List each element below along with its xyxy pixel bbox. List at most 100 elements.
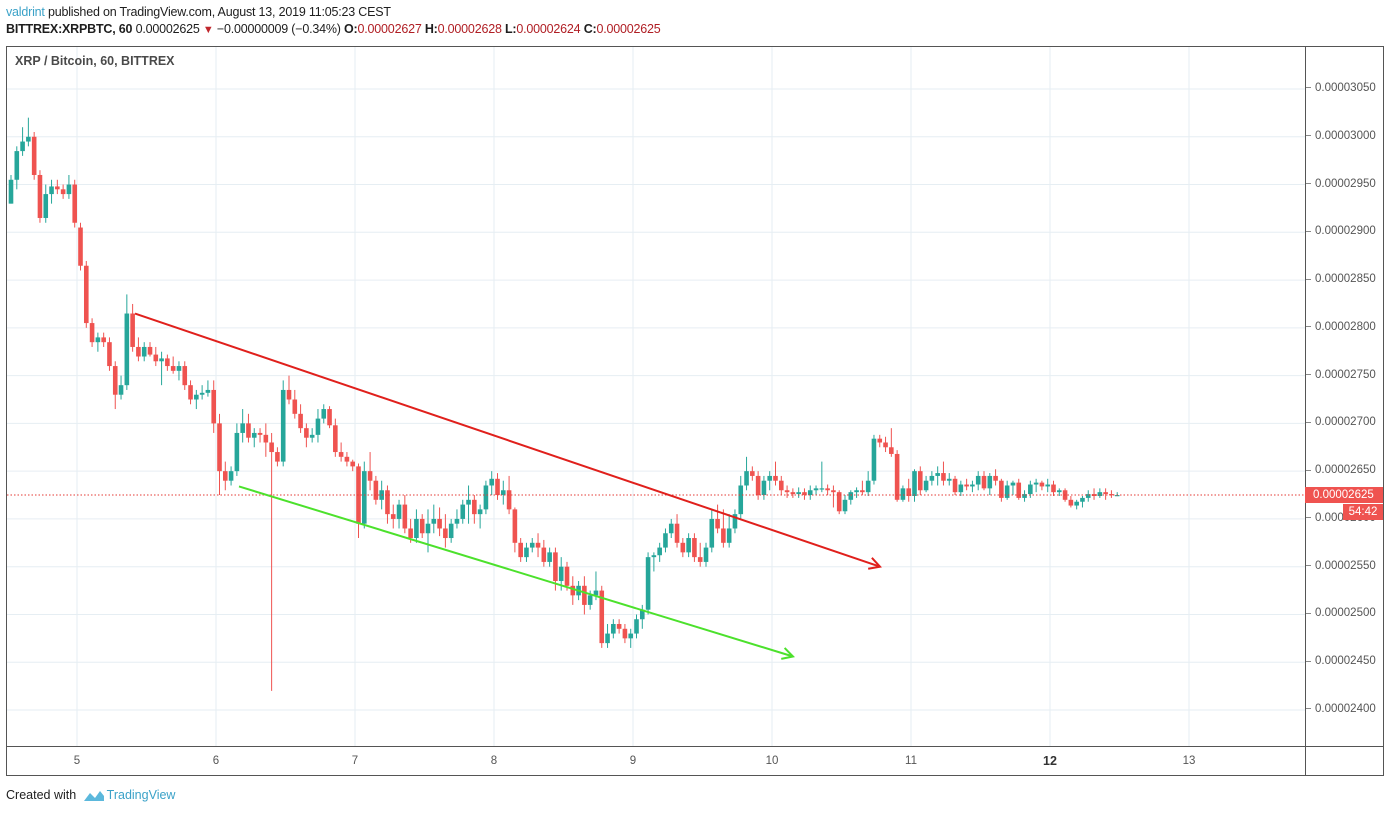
candle (1109, 490, 1114, 498)
candle (535, 533, 541, 558)
candle (599, 585, 605, 648)
candle (211, 380, 217, 433)
candle (228, 466, 234, 486)
candle (477, 504, 483, 529)
candle (993, 469, 998, 486)
candle (1004, 480, 1010, 500)
candle (564, 561, 570, 591)
candle (1103, 488, 1108, 500)
candle (390, 504, 396, 529)
candle (130, 303, 135, 352)
candle (738, 475, 744, 519)
candle (95, 332, 101, 352)
price-tick-label: 0.00002500 (1306, 607, 1376, 619)
candle (460, 499, 466, 524)
candle (570, 576, 576, 605)
time-tick-label: 7 (351, 755, 359, 767)
price-axis[interactable]: 0.00003050 0.00003000 0.00002950 0.00002900… (1305, 47, 1384, 746)
candle (269, 432, 274, 691)
candle (304, 423, 309, 448)
candle (437, 507, 442, 537)
candle (975, 471, 981, 491)
price-tick-label: 0.00002700 (1306, 416, 1376, 428)
price-tick-label: 0.00002850 (1306, 273, 1376, 285)
price-tick-label: 0.00002750 (1306, 369, 1376, 381)
candle (697, 542, 703, 567)
candle (628, 628, 634, 648)
candle (176, 361, 182, 381)
candle (796, 487, 801, 498)
candle (680, 538, 686, 558)
chart-frame (6, 46, 1384, 776)
time-axis[interactable]: 5 6 7 8 9 10 11 12 13 (7, 746, 1305, 776)
candle (49, 179, 54, 204)
candle (773, 461, 778, 486)
candle (767, 471, 773, 491)
candle (518, 538, 523, 562)
candle (20, 127, 25, 156)
candle (721, 509, 726, 548)
candle (263, 423, 269, 457)
symbol-ohlc-bar: BITTREX:XRPBTC, 60 0.00002625 ▼ −0.00000… (6, 22, 661, 36)
candle (298, 404, 303, 433)
candle (454, 509, 460, 529)
price-tick-label: 0.00003050 (1306, 82, 1376, 94)
price-tick-label: 0.00002450 (1306, 655, 1376, 667)
candle (414, 509, 419, 543)
down-arrow-icon: ▼ (202, 24, 214, 36)
tradingview-link[interactable]: TradingView (106, 788, 176, 802)
candle (889, 428, 894, 457)
price-tick-label: 0.00002400 (1306, 703, 1376, 715)
candle (466, 485, 471, 524)
candle (999, 478, 1004, 502)
candle (55, 179, 60, 195)
candle (819, 461, 825, 493)
candle (419, 514, 425, 539)
candle (1045, 478, 1051, 493)
candle (964, 478, 969, 491)
candle (246, 413, 251, 443)
candle (83, 260, 89, 328)
candle (1010, 480, 1016, 496)
candle (529, 538, 535, 553)
candle (877, 434, 883, 448)
candle (865, 471, 871, 496)
candle (275, 447, 280, 467)
candle (199, 385, 205, 400)
candle (1085, 490, 1091, 502)
resistance-trendline[interactable] (134, 312, 882, 570)
candle (8, 174, 14, 204)
candle (234, 423, 240, 476)
chart-plot-area[interactable] (7, 47, 1305, 746)
candle (217, 413, 222, 496)
candle (1091, 488, 1097, 500)
candle (750, 466, 755, 481)
published-text: published on TradingView.com, August 13,… (44, 5, 391, 19)
support-trendline[interactable] (238, 485, 795, 660)
candle (1051, 480, 1056, 496)
candle (280, 380, 286, 467)
candle (825, 484, 830, 496)
candle (935, 466, 940, 486)
candle (385, 485, 390, 524)
candle (89, 318, 95, 347)
low-label: L: (504, 22, 517, 36)
candle (784, 485, 790, 498)
candle (900, 485, 906, 502)
high-label: H: (424, 22, 438, 36)
candle (860, 480, 865, 496)
candle (1022, 490, 1027, 502)
candle (257, 428, 263, 443)
time-tick-label: 9 (629, 755, 637, 767)
candle (941, 461, 946, 486)
candle (634, 614, 639, 639)
candle (14, 146, 20, 190)
time-tick-label: 6 (212, 755, 220, 767)
candle (66, 174, 72, 199)
candle (194, 389, 199, 410)
candle (715, 504, 720, 534)
author-link[interactable]: valdrint (6, 5, 45, 19)
candle (1016, 478, 1022, 500)
candle (118, 375, 124, 400)
candle (674, 514, 680, 548)
